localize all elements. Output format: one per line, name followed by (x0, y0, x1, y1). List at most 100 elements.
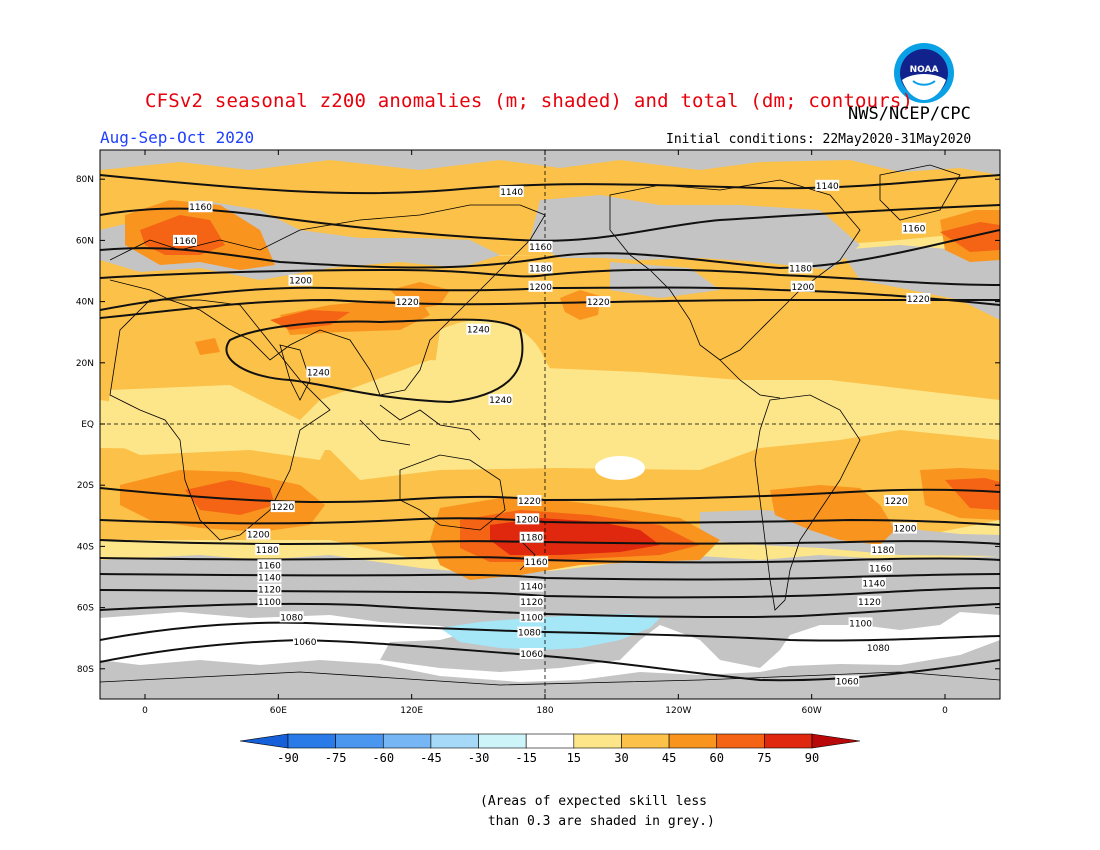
colorbar-label: -75 (325, 751, 347, 765)
contour-label-box (246, 528, 271, 540)
colorbar-segment (478, 733, 527, 749)
contour-1160-s (100, 229, 1000, 270)
contour-label-box (279, 611, 304, 623)
contour-label-box (861, 577, 886, 589)
contour-label: 1060 (836, 678, 859, 688)
contour-label: 1220 (518, 497, 541, 507)
contour-label-box (257, 571, 282, 583)
lat-tick-label: 40N (76, 298, 94, 308)
contour-label: 1060 (520, 650, 543, 660)
contour-label: 1180 (789, 264, 812, 274)
contour-label-box (515, 513, 540, 525)
contour-1220 (100, 298, 1000, 319)
lat-tick-label: EQ (81, 420, 94, 430)
colorbar-label: 45 (662, 751, 676, 765)
contour-label: 1120 (258, 586, 281, 596)
colorbar-label: -60 (372, 751, 394, 765)
contour-label-box (528, 241, 553, 253)
contour-label: 1160 (529, 243, 552, 253)
contour-1200-s (100, 517, 1000, 526)
contour-label-box (257, 583, 282, 595)
contour-label-box (293, 635, 317, 647)
colorbar-segment (382, 733, 432, 749)
contour-label-box (901, 222, 926, 234)
contour-label: 1080 (518, 629, 541, 639)
contour-label-box (528, 262, 553, 274)
contour-label: 1180 (871, 546, 894, 556)
contour-label: 1200 (289, 277, 312, 287)
contour-label: 1200 (516, 515, 539, 525)
contour-label-box (524, 556, 549, 568)
contour-label: 1200 (894, 525, 917, 535)
contour-label: 1180 (529, 264, 552, 274)
lon-tick-label: 180 (536, 706, 553, 716)
contour-label-box (893, 522, 917, 534)
svg-text:NOAA: NOAA (910, 65, 939, 75)
contour-label-box (517, 495, 542, 506)
contour-label-box (519, 531, 544, 543)
colorbar-segment (716, 733, 765, 749)
colorbar-segment (287, 733, 336, 749)
colorbar-label: 90 (805, 751, 819, 765)
contour-label: 1060 (294, 638, 317, 648)
latitude-axis: 80N 60N 40N 20N EQ 20S 40S 60S 80S (76, 175, 1000, 675)
colorbar-label: 75 (757, 751, 771, 765)
contour-label: 1160 (174, 237, 197, 247)
contour-label-box (519, 611, 544, 623)
contour-label-box (188, 201, 213, 213)
contour-label: 1160 (902, 225, 925, 235)
colorbar-label: 60 (710, 751, 724, 765)
contour-label-box (848, 617, 873, 629)
colorbar-label: 30 (614, 751, 628, 765)
lon-tick-label: 120W (665, 706, 691, 716)
contour-label-box (466, 323, 491, 335)
contour-label-box (586, 296, 611, 308)
anomaly-75-90 (490, 518, 660, 555)
contour-label-box (499, 185, 524, 197)
contour-label-box (835, 675, 860, 687)
contour-label-box (519, 595, 544, 607)
colorbar-segment (335, 733, 384, 749)
contour-label: 1140 (862, 580, 885, 590)
contour-1180-s (100, 539, 1000, 546)
contour-label-box (270, 501, 295, 513)
colorbar-segment (573, 733, 622, 749)
longitude-axis: 0 60E 120E 180 120W 60W 0 (142, 150, 948, 716)
contour-label: 1120 (858, 598, 881, 608)
contour-label-box (868, 562, 893, 574)
lon-tick-label: 0 (142, 706, 148, 716)
colorbar-segment (621, 733, 670, 749)
contour-1140 (100, 174, 1000, 195)
contour-label-box (488, 394, 513, 406)
colorbar-segment (525, 733, 575, 749)
contour-label-box (519, 580, 544, 592)
anomaly-white (100, 456, 1000, 682)
noaa-logo: NOAA (894, 43, 954, 103)
contour-label-box (173, 234, 197, 246)
contour-label-box (255, 543, 280, 555)
contour-label: 1160 (258, 561, 281, 571)
contour-label: 1080 (280, 613, 303, 623)
contour-label-box (906, 293, 931, 305)
lat-tick-label: 40S (77, 542, 94, 552)
contour-label-box (815, 179, 840, 191)
colorbar: -90 -75 -60 -45 -30 -15 15 30 45 60 75 90 (239, 733, 861, 765)
map-plot: 1140 1140 1160 1160 1160 1160 1180 1180 1200 1200… (100, 150, 1000, 699)
contour-label: 1160 (525, 558, 548, 568)
contour-label: 1220 (907, 295, 930, 305)
lon-tick-label: 120E (400, 706, 423, 716)
colorbar-label: 15 (567, 751, 581, 765)
lon-tick-label: 60E (270, 706, 287, 716)
colorbar-high-arrow (811, 733, 861, 749)
anomaly-orange-nh (100, 250, 1000, 420)
contour-label: 1180 (256, 546, 279, 556)
lat-tick-label: 80S (77, 665, 94, 675)
contour-1140-s (100, 573, 1000, 581)
lat-tick-label: 60N (76, 236, 94, 246)
colorbar-segment (668, 733, 718, 749)
contour-label: 1240 (489, 396, 512, 406)
contour-label-box (870, 543, 895, 555)
contour-label-box (395, 296, 420, 308)
colorbar-label: -45 (420, 751, 442, 765)
contour-label-box (790, 280, 815, 292)
